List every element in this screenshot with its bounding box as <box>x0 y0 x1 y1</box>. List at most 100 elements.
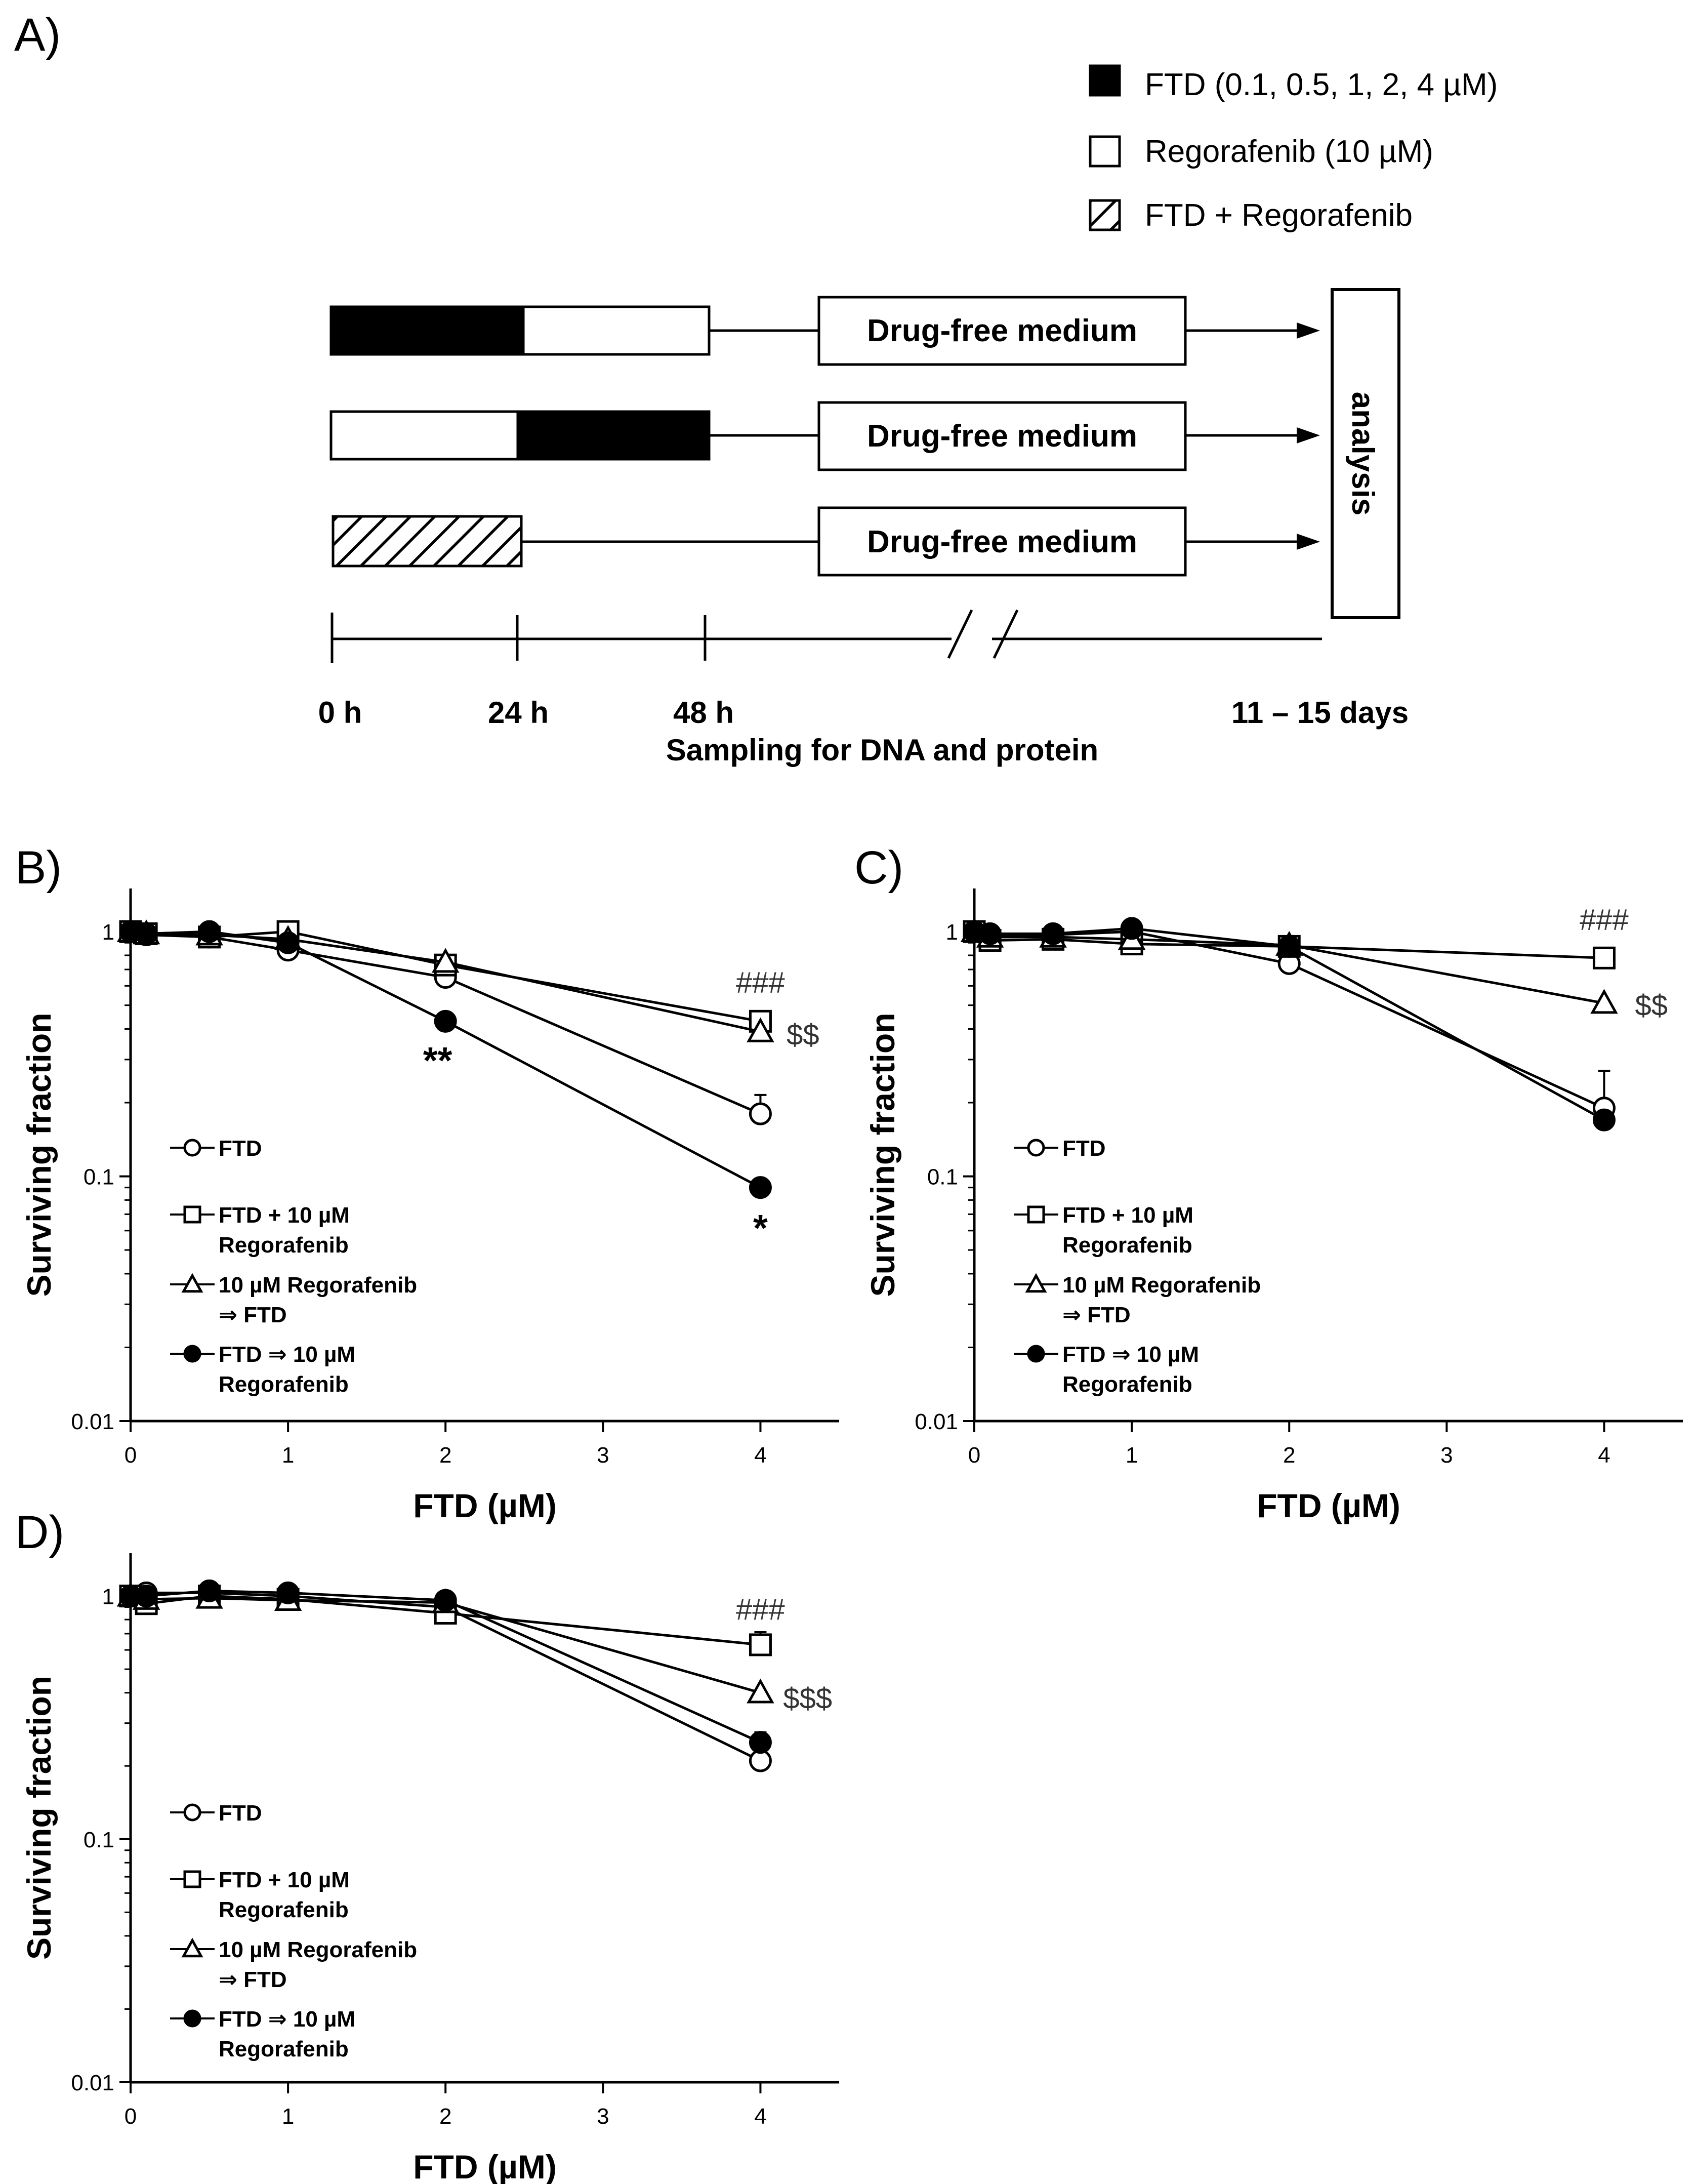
scheme1-arrowhead <box>1297 322 1320 339</box>
x-tick-label: 3 <box>1440 1443 1453 1468</box>
y-axis-label: Surviving fraction <box>20 1676 58 1960</box>
legend-label-line2: ⇒ FTD <box>219 1967 287 1992</box>
legend-label-line2: ⇒ FTD <box>219 1303 287 1327</box>
timeline-break-right <box>993 609 1019 659</box>
legend-regorafenib-label: Regorafenib (10 µM) <box>1145 134 1433 169</box>
scheme3-arrowhead <box>1297 534 1320 550</box>
legend-marker <box>183 1345 201 1363</box>
x-axis-label: FTD (µM) <box>1257 1487 1400 1524</box>
data-point <box>1592 946 1616 969</box>
x-tick-label: 0 <box>968 1443 980 1468</box>
scheme2-drug-free-box <box>817 401 1187 471</box>
legend-label-line2: Regorafenib <box>219 1372 349 1397</box>
timeline-caption: Sampling for DNA and protein <box>666 733 1098 767</box>
y-tick-label: 1 <box>946 920 958 945</box>
data-point <box>749 1633 772 1656</box>
scheme1-regorafenib-block <box>522 305 711 356</box>
x-tick-label: 4 <box>754 2104 766 2129</box>
legend-label-line2: Regorafenib <box>219 1897 349 1922</box>
scheme1-drug-free-label: Drug-free medium <box>867 313 1137 348</box>
significance-annotation: * <box>753 1207 768 1249</box>
x-tick-label: 0 <box>125 1443 137 1468</box>
legend-combination-label: FTD + Regorafenib <box>1145 198 1413 233</box>
legend-marker <box>183 1870 201 1888</box>
data-point <box>1592 1108 1616 1131</box>
timeline-tick-24h: 24 h <box>488 696 549 730</box>
legend-label-line1: FTD + 10 µM <box>1062 1203 1193 1228</box>
legend-marker <box>183 2009 201 2028</box>
legend-label-line1: 10 µM Regorafenib <box>219 1273 417 1298</box>
legend-label-line1: FTD <box>219 1801 262 1826</box>
data-point <box>978 922 1002 945</box>
series-ftd-10-m-regorafenib <box>119 1579 772 1754</box>
data-point <box>276 931 300 954</box>
data-point <box>198 1579 221 1602</box>
scheme2-drug-free-label: Drug-free medium <box>867 419 1137 454</box>
legend-marker <box>183 1205 201 1224</box>
scheme2-arrowhead <box>1297 427 1320 443</box>
x-axis-label: FTD (µM) <box>413 2148 557 2184</box>
series-ftd-10-m-regorafenib <box>119 920 772 1199</box>
y-tick-label: 0.1 <box>84 1828 114 1852</box>
data-point <box>1042 922 1065 945</box>
legend-marker <box>1027 1345 1045 1363</box>
timeline-end-label: 11 – 15 days <box>1231 696 1409 730</box>
analysis-box <box>1331 288 1400 619</box>
significance-annotation: $$ <box>787 1018 819 1051</box>
significance-annotation: $$$ <box>783 1682 832 1715</box>
scheme3-combination-block <box>332 515 523 568</box>
panel-c-label: C) <box>854 842 903 894</box>
scheme-combination: Drug-free medium <box>332 506 1320 577</box>
data-point <box>135 1585 158 1608</box>
scheme2-ftd-block <box>516 410 711 461</box>
data-point <box>1120 917 1143 940</box>
x-tick-label: 1 <box>1126 1443 1138 1468</box>
legend-marker <box>1025 1273 1047 1293</box>
data-point <box>747 1017 774 1042</box>
legend-ftd-swatch <box>1089 64 1121 97</box>
scheme2-regorafenib-block <box>329 410 519 461</box>
legend-combination-swatch <box>1089 199 1121 231</box>
y-tick-label: 0.01 <box>915 1409 958 1434</box>
scheme3-drug-free-label: Drug-free medium <box>867 524 1137 559</box>
analysis-label: analysis <box>1345 392 1380 516</box>
legend-label-line1: 10 µM Regorafenib <box>219 1937 417 1962</box>
significance-annotation: ### <box>736 966 785 999</box>
panel-b-chart: B) 0 1 2 3 4 0.01 0.1 1 FTD (µM) Surviving fractio… <box>15 842 839 1524</box>
data-point <box>749 1176 772 1199</box>
y-tick-label: 0.01 <box>71 1409 114 1434</box>
significance-annotation: ** <box>423 1039 452 1081</box>
scheme3-drug-free-box <box>817 506 1187 577</box>
legend-regorafenib-swatch <box>1089 135 1121 168</box>
legend-marker <box>1027 1139 1045 1157</box>
scheme1-ftd-block <box>329 305 525 356</box>
data-point <box>434 1589 457 1612</box>
y-tick-label: 0.1 <box>84 1165 114 1190</box>
panel-a-label: A) <box>14 9 61 61</box>
legend-marker <box>1027 1205 1045 1224</box>
timeline-tick-48h: 48 h <box>673 696 734 730</box>
panel-d-label: D) <box>15 1507 64 1558</box>
x-axis-label: FTD (µM) <box>413 1487 557 1524</box>
x-tick-label: 1 <box>282 2104 294 2129</box>
significance-annotation: ### <box>736 1593 785 1626</box>
y-tick-label: 0.1 <box>927 1165 958 1190</box>
legend-marker <box>183 1803 201 1822</box>
data-point <box>747 1678 774 1704</box>
y-axis-label: Surviving fraction <box>20 1013 58 1297</box>
chart-legend: FTD FTD + 10 µM Regorafenib 10 µM Regorafen… <box>1014 1136 1261 1397</box>
timeline-break-left <box>947 609 973 659</box>
legend-ftd-label: FTD (0.1, 0.5, 1, 2, 4 µM) <box>1145 67 1498 102</box>
x-tick-label: 2 <box>439 1443 451 1468</box>
x-tick-label: 2 <box>1283 1443 1295 1468</box>
scheme-ftd-then-regorafenib: Drug-free medium <box>329 296 1320 366</box>
x-tick-label: 1 <box>282 1443 294 1468</box>
legend-label-line2: Regorafenib <box>1062 1233 1192 1258</box>
data-point <box>135 922 158 945</box>
legend-label-line1: 10 µM Regorafenib <box>1062 1273 1261 1298</box>
data-point <box>749 1102 772 1125</box>
legend-label-line1: FTD <box>219 1136 262 1161</box>
data-point <box>1277 935 1301 958</box>
data-point <box>434 1009 457 1033</box>
